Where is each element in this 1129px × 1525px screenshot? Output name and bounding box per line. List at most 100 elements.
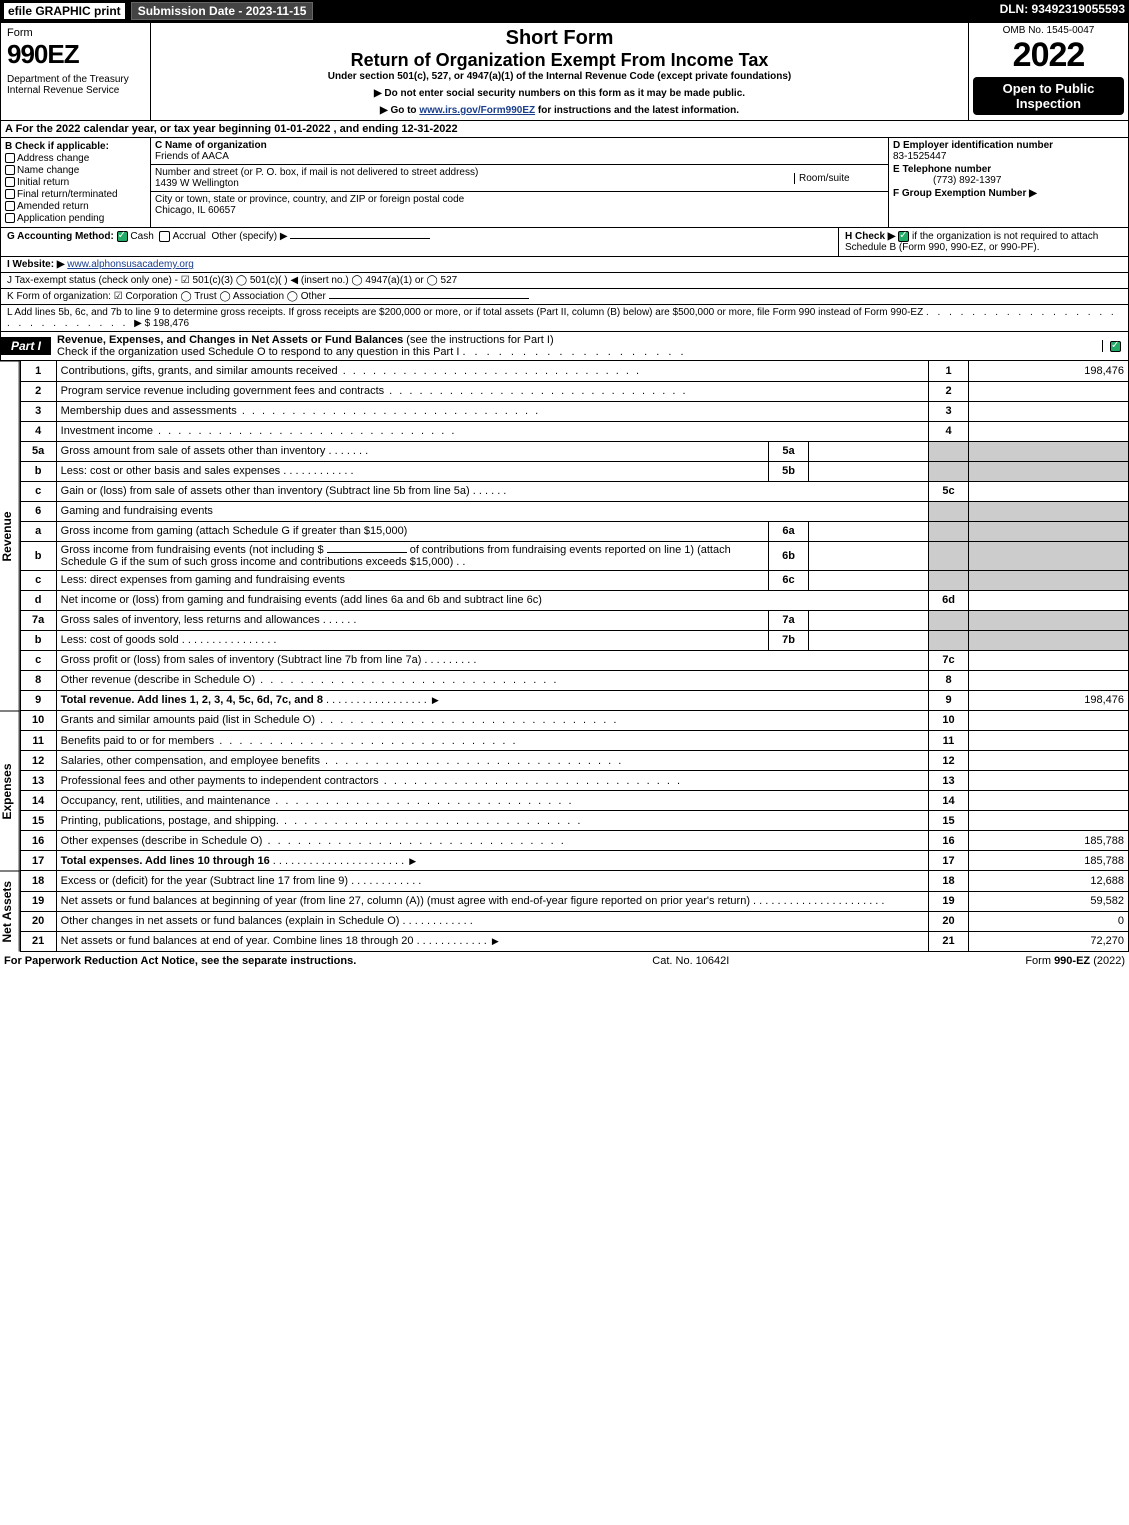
checkbox-cash[interactable]: [117, 231, 128, 242]
line-desc: Gain or (loss) from sale of assets other…: [61, 485, 470, 497]
checkbox-application-pending[interactable]: [5, 213, 15, 223]
line-1: 1 Contributions, gifts, grants, and simi…: [20, 361, 1128, 381]
box-val: 72,270: [969, 931, 1129, 951]
line-num: 7a: [20, 610, 56, 630]
mini-val: [809, 521, 929, 541]
b-label: B Check if applicable:: [5, 141, 146, 152]
b-item-0: Address change: [17, 153, 89, 164]
box-val: 12,688: [969, 871, 1129, 891]
box-shade: [929, 521, 969, 541]
line-2: 2 Program service revenue including gove…: [20, 381, 1128, 401]
line-num: 5a: [20, 441, 56, 461]
g-label: G Accounting Method:: [7, 231, 114, 242]
line-num: 20: [20, 911, 56, 931]
f-label: F Group Exemption Number ▶: [893, 188, 1037, 199]
mini-num: 5b: [769, 461, 809, 481]
section-g: G Accounting Method: Cash Accrual Other …: [1, 228, 838, 256]
part-i-title: Revenue, Expenses, and Changes in Net As…: [57, 334, 403, 346]
efile-label: efile GRAPHIC print: [4, 3, 125, 19]
page-footer: For Paperwork Reduction Act Notice, see …: [0, 952, 1129, 970]
box-num: 3: [929, 401, 969, 421]
checkbox-initial-return[interactable]: [5, 177, 15, 187]
line-16: 16Other expenses (describe in Schedule O…: [20, 831, 1128, 851]
box-val: [969, 670, 1129, 690]
submission-date-button[interactable]: Submission Date - 2023-11-15: [131, 2, 314, 20]
footer-left: For Paperwork Reduction Act Notice, see …: [4, 955, 356, 967]
checkbox-schedule-b[interactable]: [898, 231, 909, 242]
line-18: 18Excess or (deficit) for the year (Subt…: [20, 871, 1128, 891]
line-desc: Net assets or fund balances at beginning…: [61, 895, 750, 907]
line-desc: Net assets or fund balances at end of ye…: [61, 935, 414, 947]
checkbox-address-change[interactable]: [5, 153, 15, 163]
l-text: L Add lines 5b, 6c, and 7b to line 9 to …: [7, 307, 923, 318]
box-shade: [969, 441, 1129, 461]
line-9: 9 Total revenue. Add lines 1, 2, 3, 4, 5…: [20, 690, 1128, 710]
b-item-1: Name change: [17, 165, 79, 176]
box-num: 11: [929, 731, 969, 751]
section-k: K Form of organization: ☑ Corporation ◯ …: [0, 289, 1129, 305]
g-other: Other (specify) ▶: [211, 231, 287, 242]
box-shade: [929, 501, 969, 521]
ein-value: 83-1525447: [893, 151, 946, 162]
line-5a: 5a Gross amount from sale of assets othe…: [20, 441, 1128, 461]
line-num: 1: [20, 361, 56, 381]
irs-link[interactable]: www.irs.gov/Form990EZ: [419, 105, 535, 116]
line-num: d: [20, 590, 56, 610]
other-specify-input[interactable]: [290, 238, 430, 239]
checkbox-part-i-schedule-o[interactable]: [1110, 341, 1121, 352]
line-6: 6 Gaming and fundraising events: [20, 501, 1128, 521]
checkbox-amended-return[interactable]: [5, 201, 15, 211]
line-num: 15: [20, 811, 56, 831]
k-other-input[interactable]: [329, 298, 529, 299]
section-j: J Tax-exempt status (check only one) - ☑…: [0, 273, 1129, 289]
box-shade: [969, 541, 1129, 570]
line-desc: Program service revenue including govern…: [61, 385, 384, 397]
h-label: H Check ▶: [845, 231, 895, 242]
b-item-4: Amended return: [17, 201, 89, 212]
box-num: 17: [929, 851, 969, 871]
mini-val: [809, 610, 929, 630]
box-num: 1: [929, 361, 969, 381]
box-val: [969, 481, 1129, 501]
header-right: OMB No. 1545-0047 2022 Open to Public In…: [968, 23, 1128, 120]
mini-val: [809, 541, 929, 570]
line-4: 4 Investment income 4: [20, 421, 1128, 441]
box-shade: [969, 521, 1129, 541]
room-label: Room/suite: [799, 173, 850, 184]
box-num: 5c: [929, 481, 969, 501]
street-label: Number and street (or P. O. box, if mail…: [155, 167, 478, 178]
checkbox-final-return[interactable]: [5, 189, 15, 199]
box-val: [969, 751, 1129, 771]
line-15: 15Printing, publications, postage, and s…: [20, 811, 1128, 831]
top-bar: efile GRAPHIC print Submission Date - 20…: [0, 0, 1129, 22]
checkbox-name-change[interactable]: [5, 165, 15, 175]
contrib-input[interactable]: [327, 552, 407, 553]
box-shade: [929, 610, 969, 630]
box-val: [969, 590, 1129, 610]
box-num: 8: [929, 670, 969, 690]
line-desc: Professional fees and other payments to …: [61, 775, 379, 787]
line-3: 3 Membership dues and assessments 3: [20, 401, 1128, 421]
header-center: Short Form Return of Organization Exempt…: [151, 23, 968, 120]
box-shade: [929, 461, 969, 481]
line-7c: c Gross profit or (loss) from sales of i…: [20, 650, 1128, 670]
line-num: c: [20, 570, 56, 590]
checkbox-accrual[interactable]: [159, 231, 170, 242]
b-item-3: Final return/terminated: [17, 189, 118, 200]
box-shade: [969, 630, 1129, 650]
box-num: 9: [929, 690, 969, 710]
box-val: 185,788: [969, 831, 1129, 851]
form-header: Form 990EZ Department of the Treasury In…: [0, 22, 1129, 121]
b-item-2: Initial return: [17, 177, 69, 188]
line-num: 3: [20, 401, 56, 421]
netassets-table: 18Excess or (deficit) for the year (Subt…: [20, 871, 1129, 952]
box-val: 185,788: [969, 851, 1129, 871]
box-val: 59,582: [969, 891, 1129, 911]
line-desc: Gaming and fundraising events: [56, 501, 928, 521]
line-desc: Other revenue (describe in Schedule O): [61, 674, 255, 686]
line-desc: Gross profit or (loss) from sales of inv…: [61, 654, 422, 666]
netassets-label: Net Assets: [0, 871, 20, 952]
line-8: 8 Other revenue (describe in Schedule O)…: [20, 670, 1128, 690]
part-i-tab: Part I: [1, 337, 51, 355]
website-link[interactable]: www.alphonsusacademy.org: [67, 259, 194, 270]
